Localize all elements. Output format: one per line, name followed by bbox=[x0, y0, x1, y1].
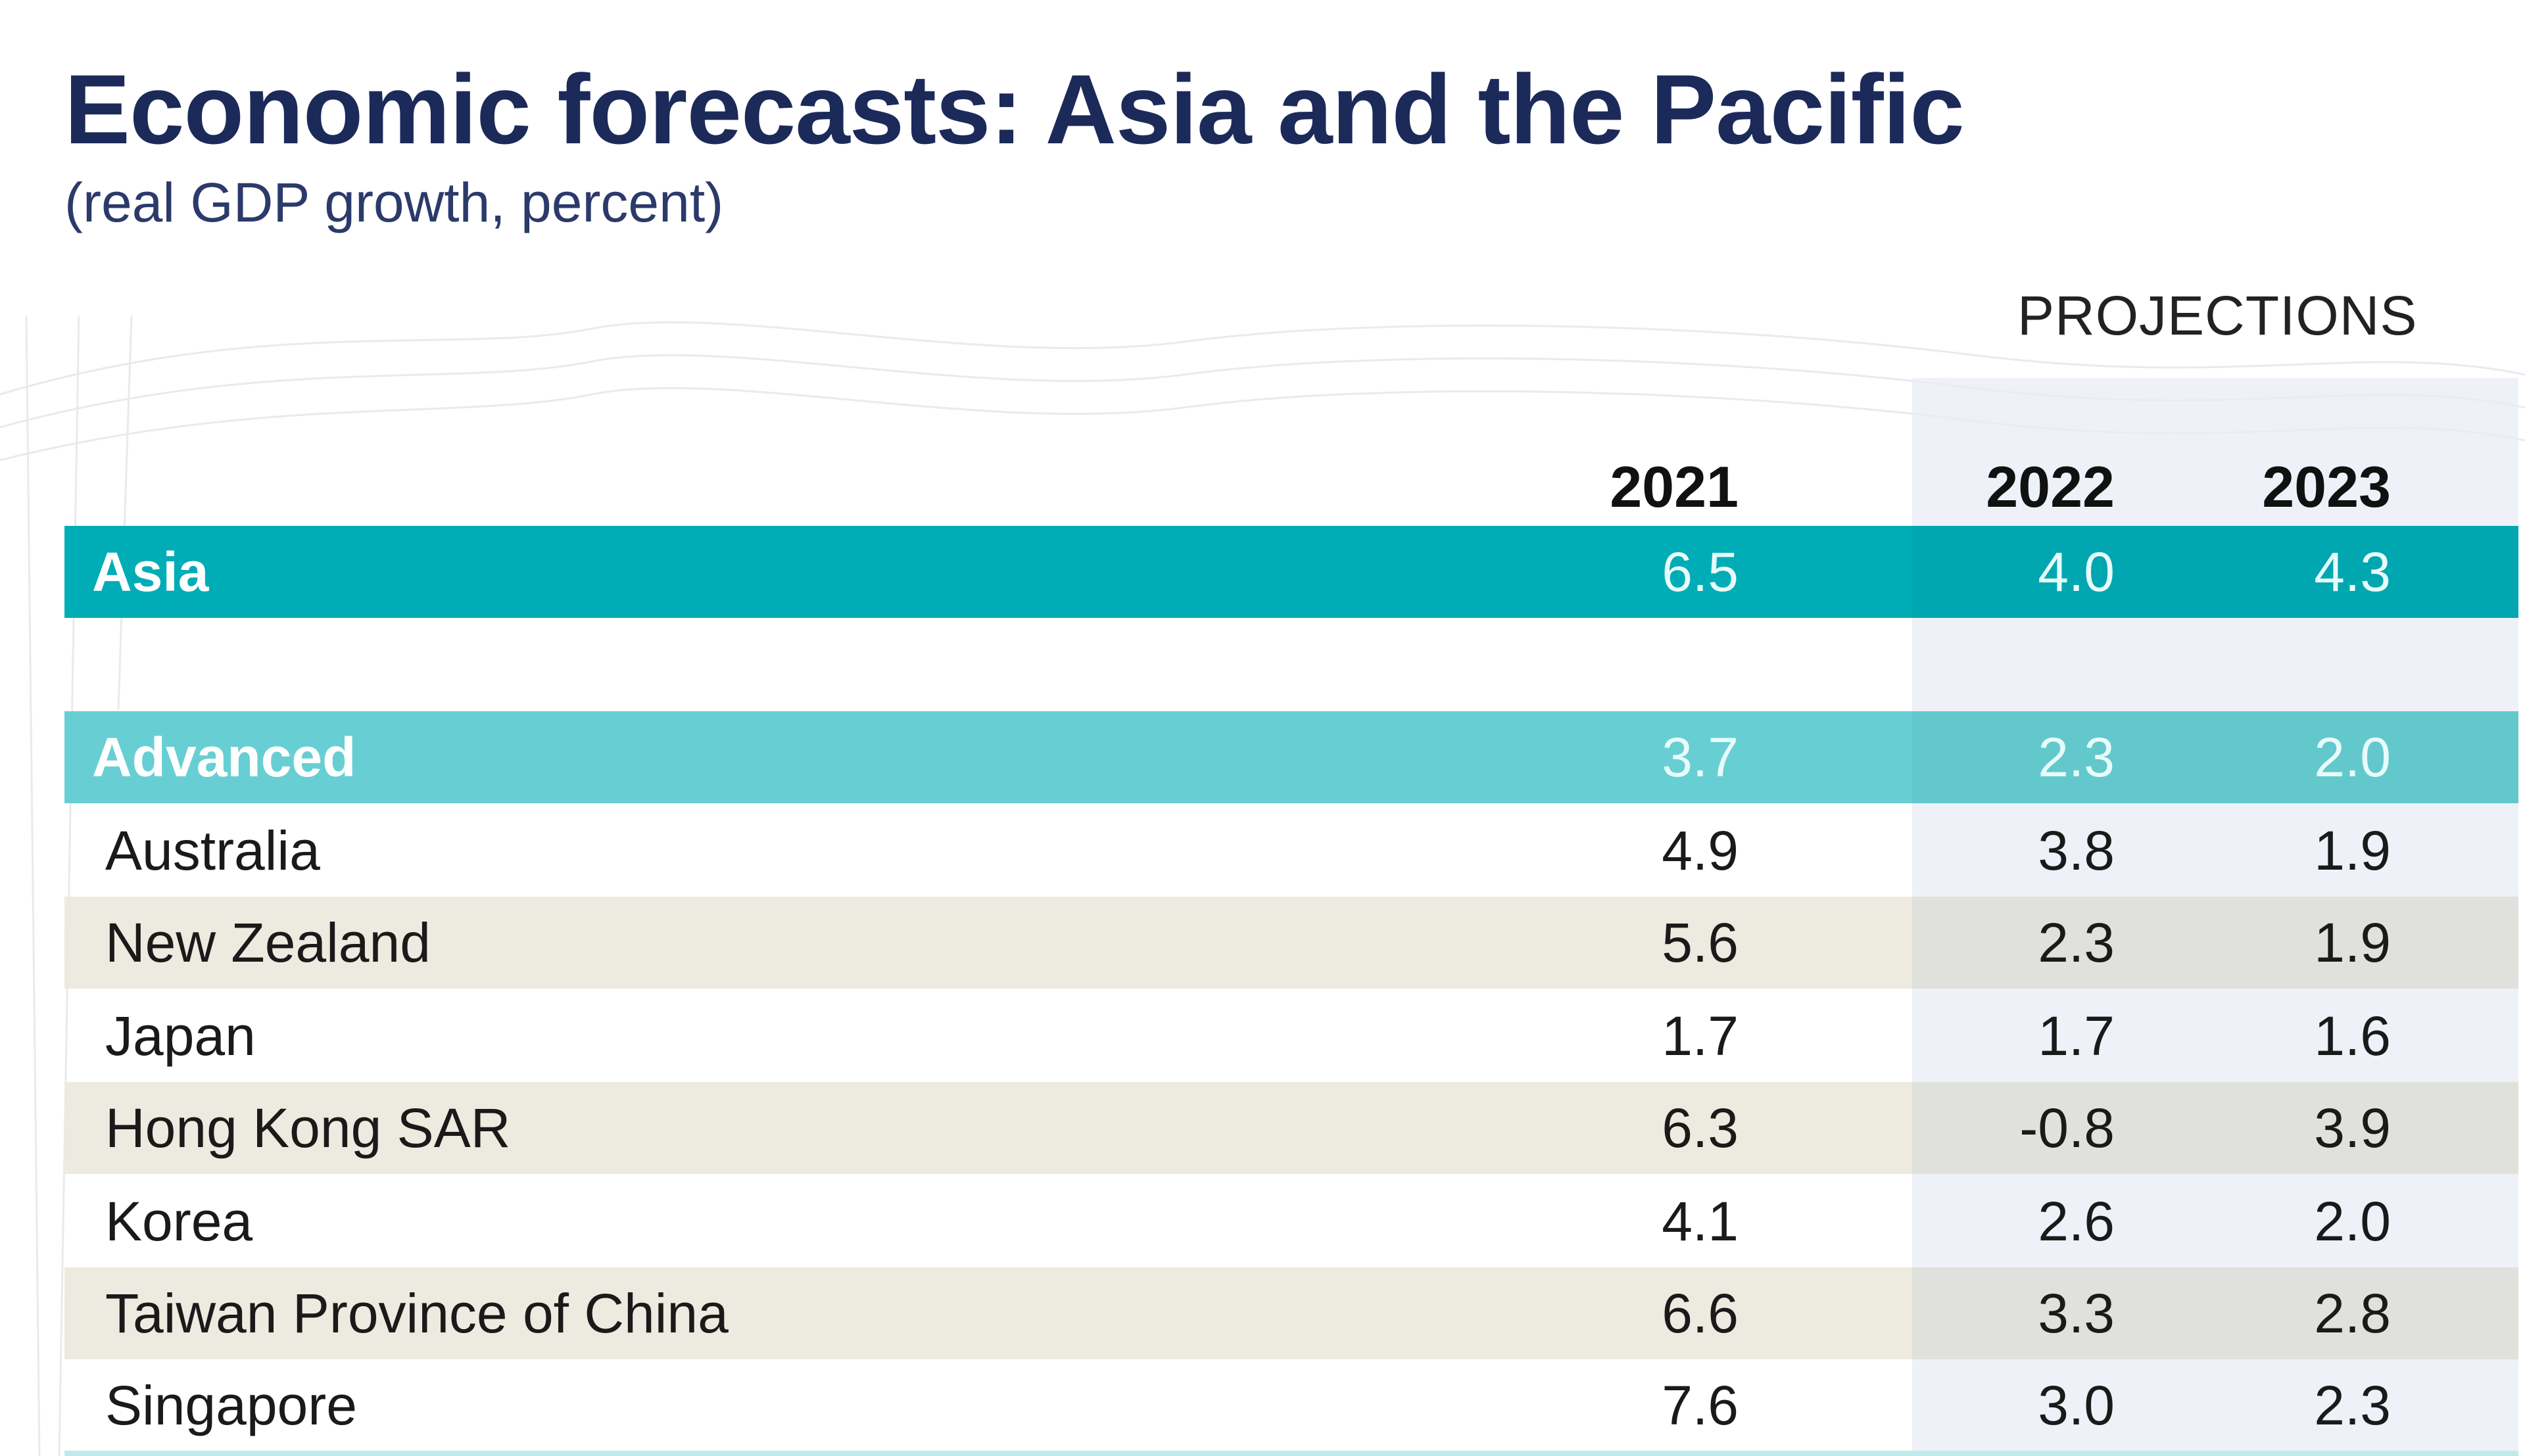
row-label: New Zealand bbox=[105, 912, 431, 974]
page-subtitle: (real GDP growth, percent) bbox=[64, 172, 724, 233]
table-row: Singapore 7.6 3.0 2.3 bbox=[64, 1359, 2518, 1451]
value-cell-2022: 2.3 bbox=[2038, 912, 2115, 974]
value-cell-2021: 6.5 bbox=[1662, 541, 1739, 603]
table-row: Japan 1.7 1.7 1.6 bbox=[64, 990, 2518, 1082]
value-cell-2023: 2.0 bbox=[2314, 726, 2391, 788]
value-cell-2023: 4.3 bbox=[2314, 541, 2391, 603]
value-cell-2022: 3.3 bbox=[2038, 1282, 2115, 1344]
value-cell-2023: 2.8 bbox=[2314, 1282, 2391, 1344]
value-cell-2023: 1.6 bbox=[2314, 1005, 2391, 1067]
row-label: Australia bbox=[105, 820, 320, 881]
table-row: Taiwan Province of China 6.6 3.3 2.8 bbox=[64, 1267, 2518, 1359]
value-cell-2023: 2.3 bbox=[2314, 1374, 2391, 1436]
table-row: Hong Kong SAR 6.3 -0.8 3.9 bbox=[64, 1082, 2518, 1174]
table-row: Australia 4.9 3.8 1.9 bbox=[64, 805, 2518, 897]
row-label: Korea bbox=[105, 1190, 253, 1252]
value-cell-2022: 4.0 bbox=[2038, 541, 2115, 603]
value-cell-2021: 6.6 bbox=[1662, 1282, 1739, 1344]
value-cell-2021: 6.3 bbox=[1662, 1097, 1739, 1159]
value-cell-2022: 3.8 bbox=[2038, 820, 2115, 881]
row-label: Taiwan Province of China bbox=[105, 1282, 729, 1344]
value-cell-2022: 2.3 bbox=[2038, 726, 2115, 788]
table-row: New Zealand 5.6 2.3 1.9 bbox=[64, 897, 2518, 989]
table-row-advanced: Advanced 3.7 2.3 2.0 bbox=[64, 711, 2518, 803]
table-bottom-rule bbox=[64, 1451, 2518, 1456]
value-cell-2022: 3.0 bbox=[2038, 1374, 2115, 1436]
value-cell-2022: -0.8 bbox=[2019, 1097, 2115, 1159]
value-cell-2023: 1.9 bbox=[2314, 912, 2391, 974]
projection-cell-shade bbox=[1912, 1082, 2518, 1174]
row-label: Singapore bbox=[105, 1374, 357, 1436]
value-cell-2022: 2.6 bbox=[2038, 1190, 2115, 1252]
table-row: Korea 4.1 2.6 2.0 bbox=[64, 1175, 2518, 1267]
value-cell-2021: 1.7 bbox=[1662, 1005, 1739, 1067]
row-label: Hong Kong SAR bbox=[105, 1097, 511, 1159]
row-label: Advanced bbox=[92, 726, 356, 788]
projections-label: PROJECTIONS bbox=[2017, 285, 2418, 346]
value-cell-2021: 5.6 bbox=[1662, 912, 1739, 974]
value-cell-2022: 1.7 bbox=[2038, 1005, 2115, 1067]
column-header-2023: 2023 bbox=[2262, 454, 2391, 519]
row-label: Asia bbox=[92, 541, 209, 603]
page-title: Economic forecasts: Asia and the Pacific bbox=[64, 54, 1965, 164]
value-cell-2023: 3.9 bbox=[2314, 1097, 2391, 1159]
value-cell-2021: 4.1 bbox=[1662, 1190, 1739, 1252]
value-cell-2021: 3.7 bbox=[1662, 726, 1739, 788]
column-header-2022: 2022 bbox=[1986, 454, 2115, 519]
projection-cell-shade bbox=[1912, 1267, 2518, 1359]
table-row-asia: Asia 6.5 4.0 4.3 bbox=[64, 526, 2518, 618]
value-cell-2021: 7.6 bbox=[1662, 1374, 1739, 1436]
row-label: Japan bbox=[105, 1005, 256, 1067]
value-cell-2023: 1.9 bbox=[2314, 820, 2391, 881]
value-cell-2021: 4.9 bbox=[1662, 820, 1739, 881]
column-header-2021: 2021 bbox=[1610, 454, 1739, 519]
value-cell-2023: 2.0 bbox=[2314, 1190, 2391, 1252]
projection-cell-shade bbox=[1912, 897, 2518, 989]
